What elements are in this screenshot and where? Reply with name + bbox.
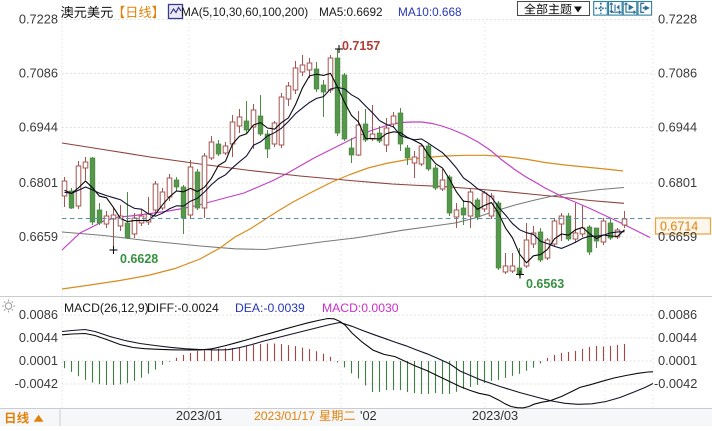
- svg-text:0.0001: 0.0001: [658, 353, 697, 368]
- svg-text:0.7086: 0.7086: [658, 66, 697, 81]
- svg-text:DEA:-0.0039: DEA:-0.0039: [235, 301, 305, 315]
- svg-text:0.0086: 0.0086: [19, 307, 58, 322]
- svg-text:0.0044: 0.0044: [19, 330, 58, 345]
- svg-text:'02: '02: [360, 408, 377, 423]
- svg-text:0.7228: 0.7228: [19, 12, 58, 27]
- svg-text:0.7157: 0.7157: [342, 39, 380, 53]
- svg-text:0.6714: 0.6714: [660, 220, 698, 234]
- svg-text:0.0001: 0.0001: [19, 353, 58, 368]
- svg-text:-0.0042: -0.0042: [654, 376, 697, 391]
- svg-text:0.6801: 0.6801: [658, 175, 697, 190]
- svg-text:0.7228: 0.7228: [658, 12, 697, 27]
- svg-text:0.0044: 0.0044: [658, 330, 697, 345]
- svg-text:MACD:0.0030: MACD:0.0030: [322, 301, 399, 315]
- svg-text:0.6801: 0.6801: [19, 175, 58, 190]
- svg-text:0.6944: 0.6944: [19, 120, 58, 135]
- svg-text:0.7086: 0.7086: [19, 66, 58, 81]
- svg-text:DIFF:-0.0024: DIFF:-0.0024: [147, 301, 219, 315]
- svg-text:MACD(26,12,9): MACD(26,12,9): [64, 301, 149, 315]
- svg-text:MA5:0.6692: MA5:0.6692: [319, 5, 383, 19]
- svg-text:0.6628: 0.6628: [120, 252, 158, 266]
- svg-text:MA(5,10,30,60,100,200): MA(5,10,30,60,100,200): [181, 5, 308, 19]
- svg-text:0.6944: 0.6944: [658, 120, 697, 135]
- svg-text:0.6659: 0.6659: [658, 229, 697, 244]
- svg-text:-0.0042: -0.0042: [15, 376, 58, 391]
- svg-text:2023/01: 2023/01: [176, 408, 222, 423]
- svg-text:0.6659: 0.6659: [19, 229, 58, 244]
- svg-text:0.6563: 0.6563: [526, 277, 564, 291]
- svg-text:0.0086: 0.0086: [658, 307, 697, 322]
- svg-text:2023/01/17: 2023/01/17: [254, 409, 315, 423]
- svg-text:2023/03: 2023/03: [472, 408, 518, 423]
- svg-text:MA10:0.668: MA10:0.668: [398, 5, 462, 19]
